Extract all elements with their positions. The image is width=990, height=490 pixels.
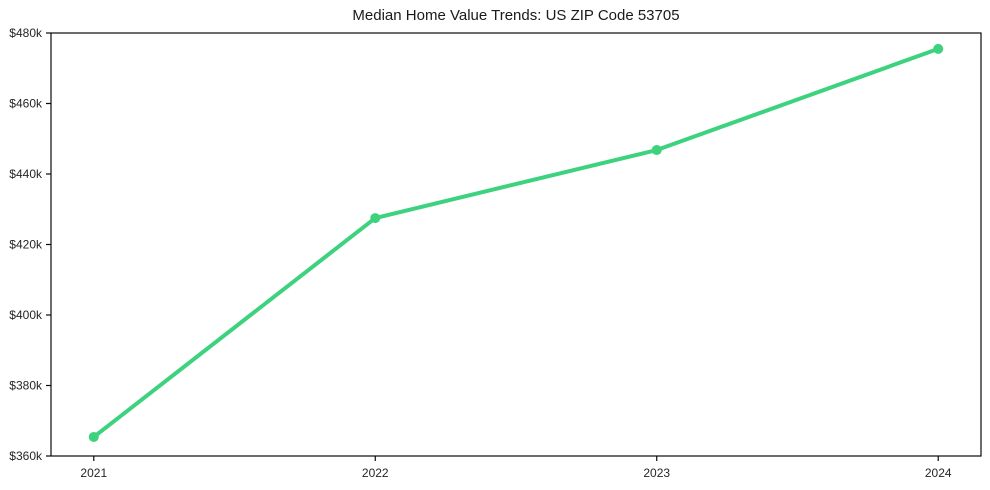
chart-title: Median Home Value Trends: US ZIP Code 53… xyxy=(352,7,680,24)
y-tick-label: $380k xyxy=(9,379,43,393)
y-tick-label: $480k xyxy=(9,26,43,40)
x-tick-label: 2022 xyxy=(362,466,389,480)
y-tick-label: $420k xyxy=(9,238,43,252)
trend-line xyxy=(91,46,941,439)
x-tick-label: 2023 xyxy=(643,466,670,480)
y-tick-label: $400k xyxy=(9,308,43,322)
data-point-marker xyxy=(370,213,381,224)
y-tick-label: $460k xyxy=(9,97,43,111)
y-tick-label: $360k xyxy=(9,449,43,463)
data-point-marker xyxy=(88,431,99,442)
data-point-marker xyxy=(651,145,662,156)
y-tick-label: $440k xyxy=(9,167,43,181)
plot-frame xyxy=(50,32,982,457)
data-point-marker xyxy=(933,43,944,54)
x-tick-label: 2021 xyxy=(80,466,107,480)
x-tick-label: 2024 xyxy=(925,466,952,480)
